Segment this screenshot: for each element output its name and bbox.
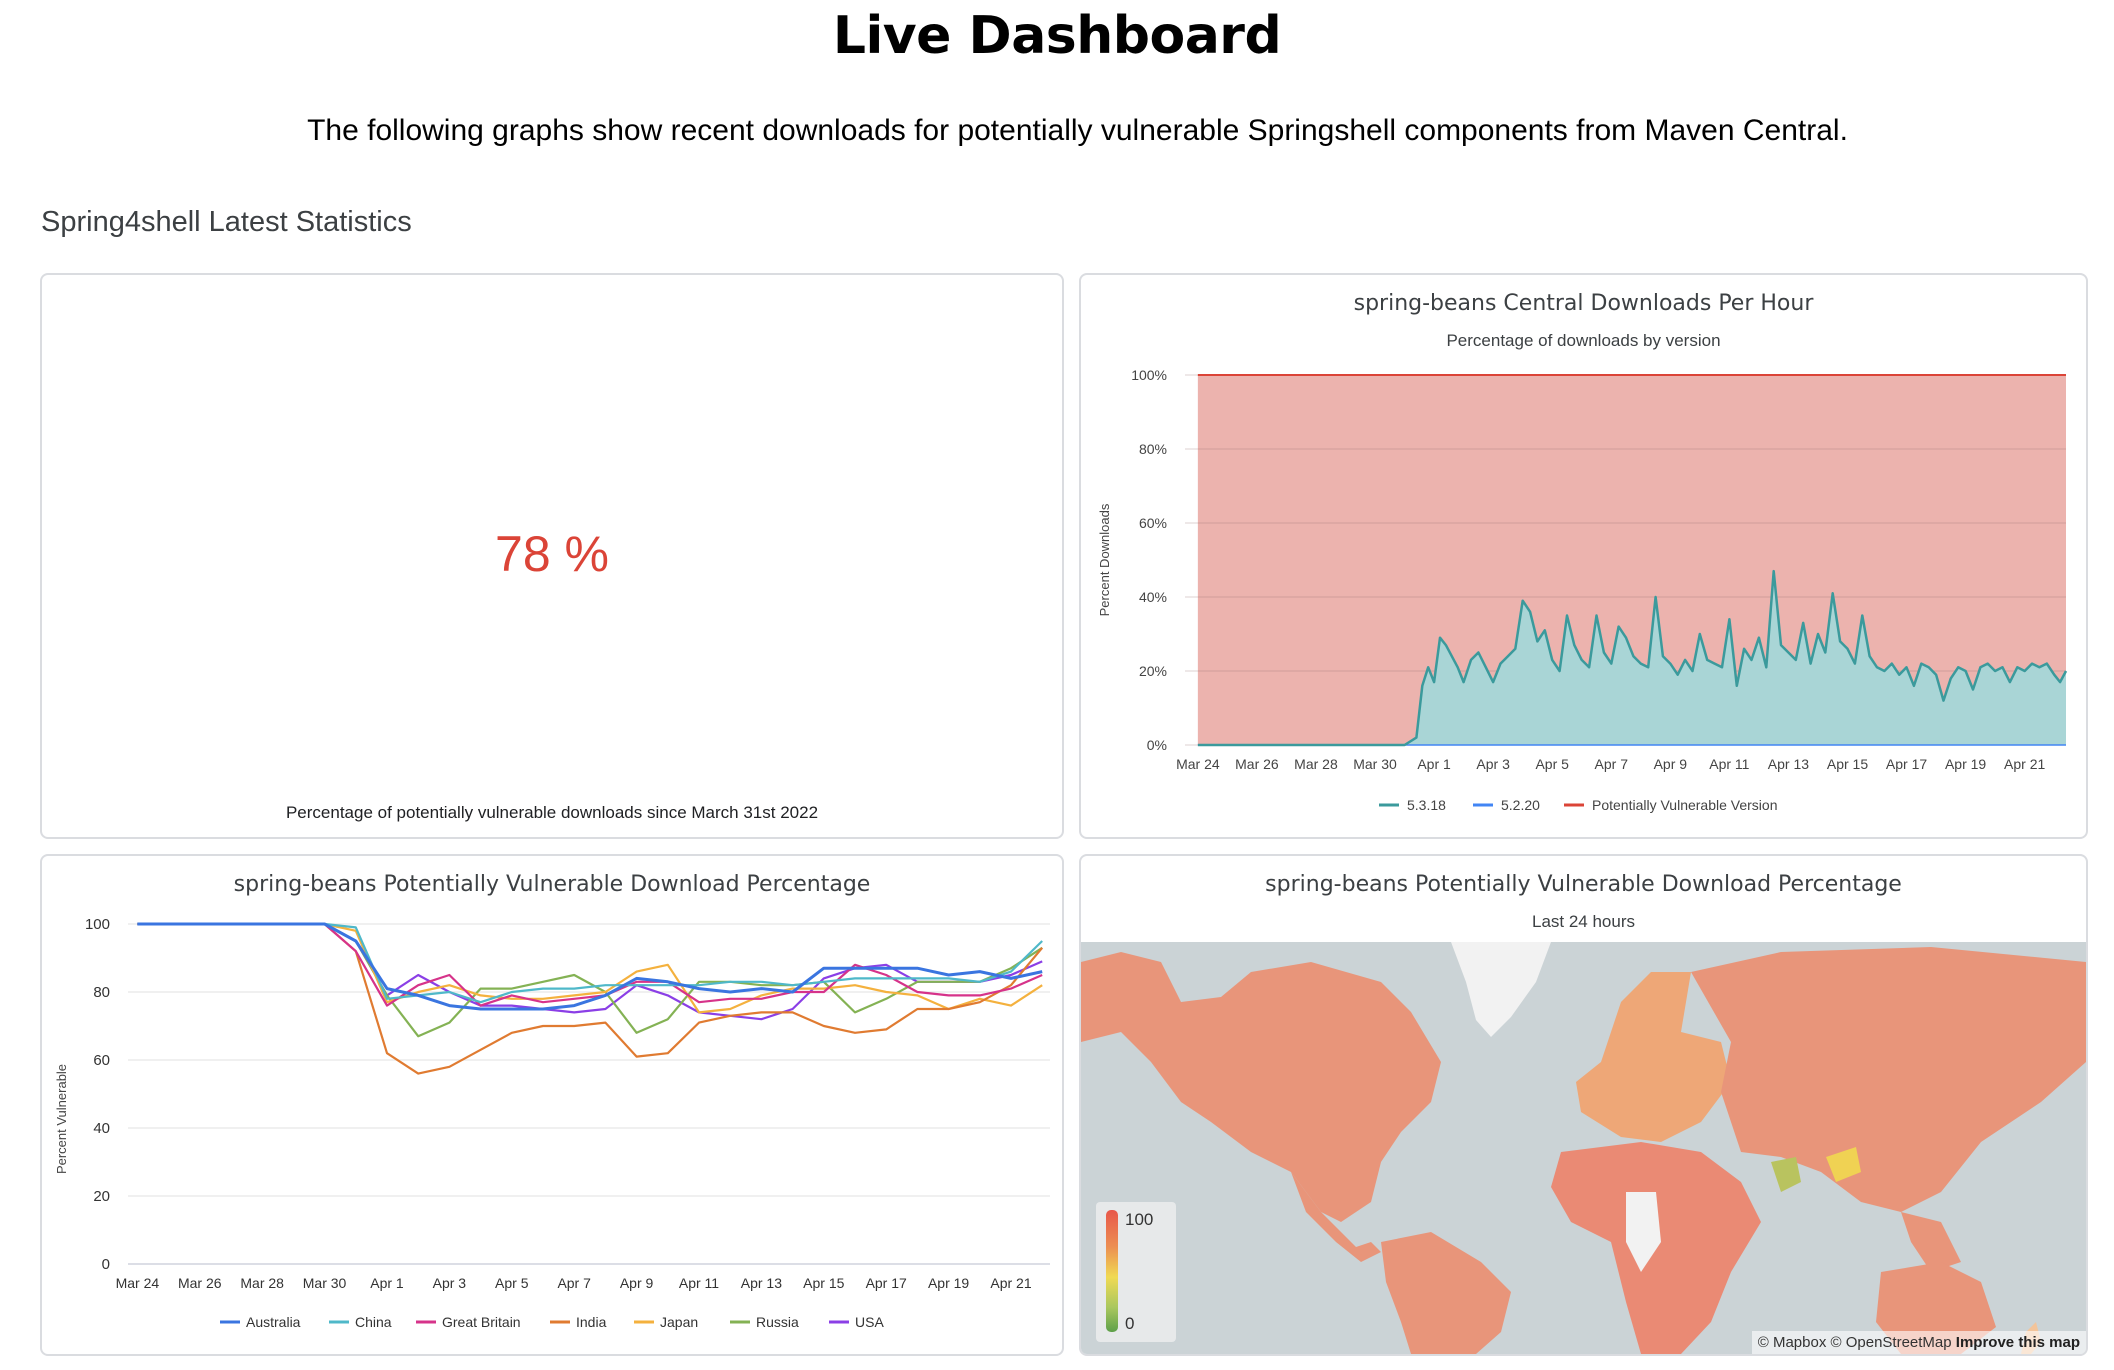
- x-tick-label: Mar 28: [1294, 756, 1338, 772]
- legend-label: Potentially Vulnerable Version: [1592, 797, 1778, 813]
- series-line-india: [137, 922, 1044, 1075]
- map-title: spring-beans Potentially Vulnerable Down…: [1265, 872, 1902, 897]
- africa-no-data: [1626, 1192, 1661, 1272]
- x-tick-label: Apr 1: [1417, 756, 1451, 772]
- europe: [1576, 972, 1731, 1142]
- x-tick-label: Apr 17: [866, 1275, 907, 1291]
- map-subtitle: Last 24 hours: [1531, 912, 1635, 931]
- legend-label: Australia: [246, 1314, 301, 1330]
- asia: [1691, 947, 2086, 1212]
- legend-min-label: 0: [1125, 1314, 1135, 1333]
- series-line-china: [137, 922, 1043, 1004]
- legend-label: Japan: [660, 1314, 698, 1330]
- x-tick-label: Apr 21: [990, 1275, 1031, 1291]
- x-tick-label: Apr 17: [1886, 756, 1927, 772]
- x-tick-label: Apr 1: [370, 1275, 404, 1291]
- scorecard-value: 78 %: [495, 526, 609, 582]
- mapbox-attribution-link[interactable]: © Mapbox: [1757, 1334, 1827, 1351]
- legend-label: Great Britain: [442, 1314, 521, 1330]
- legend-label: Russia: [756, 1314, 799, 1330]
- y-tick-label: 80%: [1139, 441, 1167, 457]
- world-map-card: spring-beans Potentially Vulnerable Down…: [1079, 854, 2088, 1356]
- southeast-asia: [1901, 1212, 1961, 1272]
- y-tick-label: 100%: [1131, 367, 1167, 383]
- y-tick-label: 40%: [1139, 589, 1167, 605]
- x-tick-label: Apr 21: [2004, 756, 2045, 772]
- x-tick-label: Apr 19: [1945, 756, 1986, 772]
- osm-attribution-link[interactable]: © OpenStreetMap: [1830, 1334, 1952, 1351]
- y-tick-label: 100: [85, 916, 110, 933]
- scorecard-caption: Percentage of potentially vulnerable dow…: [285, 803, 819, 822]
- choropleth-map[interactable]: 100 0 © Mapbox © OpenStreetMap Improve t…: [1081, 942, 2086, 1354]
- map-attribution: © Mapbox © OpenStreetMap Improve this ma…: [1751, 1331, 2086, 1354]
- legend-gradient-bar: [1106, 1210, 1118, 1332]
- map-color-legend: 100 0: [1096, 1202, 1176, 1342]
- chart-title: spring-beans Central Downloads Per Hour: [1353, 291, 1814, 316]
- legend-label: India: [576, 1314, 607, 1330]
- series-line-russia: [137, 922, 1043, 1038]
- middle-east-green: [1771, 1157, 1801, 1192]
- y-tick-label: 60%: [1139, 515, 1167, 531]
- central-america: [1291, 1172, 1381, 1262]
- chart-subtitle: Percentage of downloads by version: [1446, 331, 1721, 350]
- x-tick-label: Apr 11: [1709, 756, 1749, 772]
- x-tick-label: Apr 19: [928, 1275, 969, 1291]
- world-map-shapes: [1081, 942, 2086, 1354]
- north-america: [1081, 952, 1441, 1222]
- x-tick-label: Apr 15: [1827, 756, 1868, 772]
- legend-label: China: [355, 1314, 392, 1330]
- y-tick-label: 0%: [1147, 737, 1167, 753]
- chart-title: spring-beans Potentially Vulnerable Down…: [233, 872, 871, 897]
- x-tick-label: Apr 9: [1654, 756, 1688, 772]
- x-tick-label: Mar 30: [303, 1275, 347, 1291]
- x-tick-label: Mar 30: [1353, 756, 1397, 772]
- y-axis-label: Percent Vulnerable: [54, 1064, 69, 1174]
- x-tick-label: Apr 5: [1535, 756, 1569, 772]
- hourly-downloads-chart-card: spring-beans Central Downloads Per Hour …: [1079, 273, 2088, 839]
- country-vulnerable-chart[interactable]: 0 20 40 60 80 100 Mar 24 Mar 26 Mar 28 Mar 30 Apr …: [42, 856, 1062, 1354]
- series-line-usa: [137, 922, 1043, 1021]
- x-tick-label: Apr 5: [495, 1275, 529, 1291]
- x-tick-label: Mar 26: [178, 1275, 222, 1291]
- south-america: [1381, 1232, 1511, 1354]
- y-tick-label: 0: [102, 1256, 110, 1273]
- page-title: Live Dashboard: [832, 6, 1282, 66]
- legend-label: 5.3.18: [1407, 797, 1446, 813]
- x-tick-label: Apr 3: [433, 1275, 467, 1291]
- x-tick-label: Mar 24: [1176, 756, 1220, 772]
- section-title: Spring4shell Latest Statistics: [41, 206, 412, 238]
- y-tick-label: 80: [93, 984, 110, 1001]
- y-tick-label: 20: [93, 1188, 110, 1205]
- series-line-5-3-18: [1197, 569, 2068, 747]
- x-tick-label: Apr 13: [1768, 756, 1809, 772]
- x-tick-label: Apr 13: [741, 1275, 782, 1291]
- x-tick-label: Apr 3: [1476, 756, 1510, 772]
- y-tick-label: 40: [93, 1120, 110, 1137]
- afghanistan: [1826, 1147, 1861, 1182]
- legend-label: USA: [855, 1314, 884, 1330]
- greenland: [1451, 942, 1551, 1037]
- country-vulnerable-chart-card: spring-beans Potentially Vulnerable Down…: [40, 854, 1064, 1356]
- hourly-downloads-chart[interactable]: 0% 20% 40% 60% 80% 100% Mar 24 Mar 26 Mar 28 Mar …: [1081, 275, 2086, 837]
- x-tick-label: Apr 11: [679, 1275, 719, 1291]
- legend-label: 5.2.20: [1501, 797, 1540, 813]
- y-axis-label: Percent Downloads: [1097, 503, 1112, 616]
- page-subtitle: The following graphs show recent downloa…: [307, 114, 1848, 147]
- y-tick-label: 20%: [1139, 663, 1167, 679]
- x-tick-label: Apr 7: [557, 1275, 591, 1291]
- y-tick-label: 60: [93, 1052, 110, 1069]
- vulnerable-percentage-scorecard: 78 % Percentage of potentially vulnerabl…: [40, 273, 1064, 839]
- x-tick-label: Apr 15: [803, 1275, 844, 1291]
- x-tick-label: Mar 24: [116, 1275, 160, 1291]
- legend-max-label: 100: [1125, 1210, 1154, 1229]
- x-tick-label: Apr 7: [1595, 756, 1629, 772]
- x-tick-label: Mar 26: [1235, 756, 1279, 772]
- safe-area: [1197, 571, 2066, 745]
- x-tick-label: Mar 28: [240, 1275, 284, 1291]
- series-line-australia: [137, 922, 1043, 1011]
- improve-map-link[interactable]: Improve this map: [1955, 1334, 2080, 1351]
- x-tick-label: Apr 9: [620, 1275, 654, 1291]
